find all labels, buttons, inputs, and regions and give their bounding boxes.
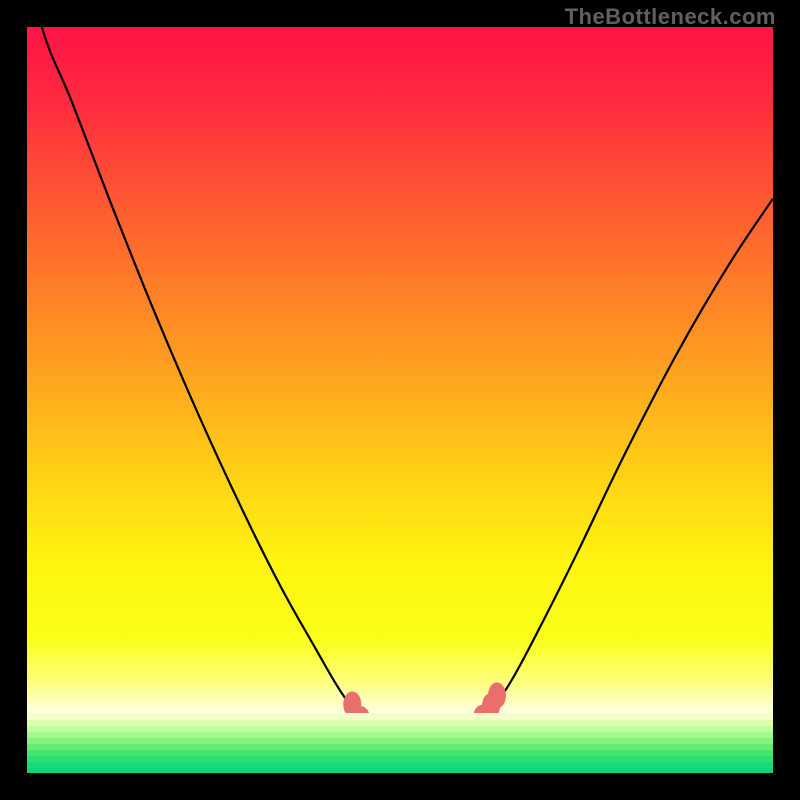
bottom-stripes [27, 713, 773, 773]
watermark-text: TheBottleneck.com [565, 4, 776, 30]
chart-svg [27, 27, 773, 773]
side-bead [488, 682, 506, 708]
stripe [27, 768, 773, 773]
plot-area [27, 27, 773, 773]
stripe [27, 713, 773, 720]
bottleneck-curve [27, 0, 773, 744]
